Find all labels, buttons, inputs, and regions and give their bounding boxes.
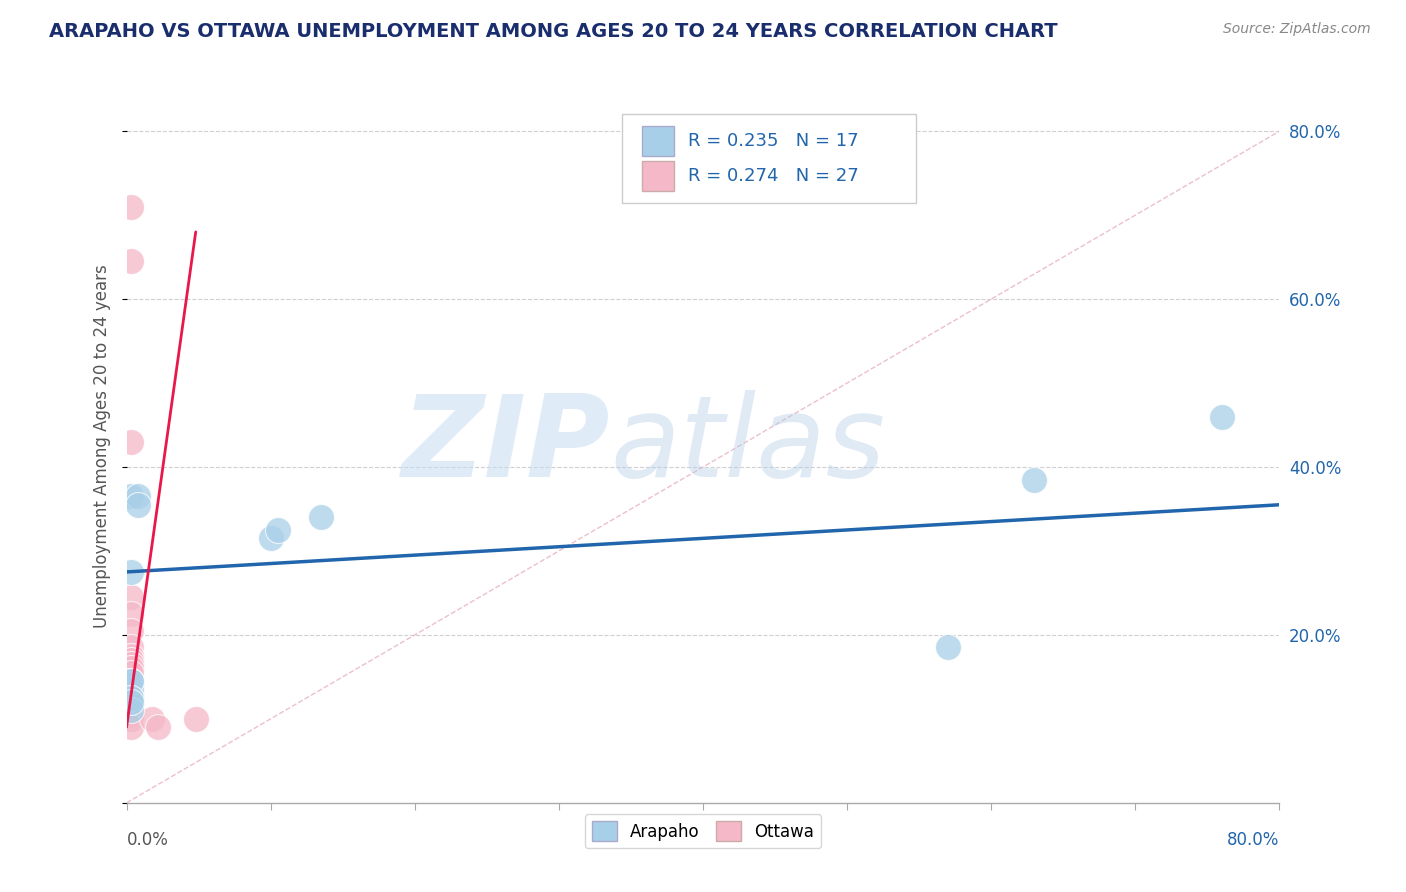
Text: R = 0.235   N = 17: R = 0.235 N = 17 bbox=[688, 132, 859, 150]
Text: 80.0%: 80.0% bbox=[1227, 831, 1279, 849]
Point bbox=[120, 640, 142, 655]
Point bbox=[120, 648, 142, 663]
Text: atlas: atlas bbox=[610, 391, 886, 501]
Point bbox=[120, 665, 142, 680]
Point bbox=[120, 690, 142, 705]
Point bbox=[120, 707, 142, 722]
Point bbox=[120, 699, 142, 714]
Point bbox=[120, 682, 142, 697]
Point bbox=[120, 695, 142, 709]
FancyBboxPatch shape bbox=[623, 114, 917, 203]
Point bbox=[936, 640, 959, 655]
Point bbox=[148, 720, 170, 734]
Point bbox=[120, 682, 142, 697]
Point bbox=[120, 690, 142, 705]
Point bbox=[1211, 409, 1233, 424]
Text: ZIP: ZIP bbox=[402, 391, 610, 501]
Point bbox=[120, 200, 142, 214]
Point bbox=[141, 712, 163, 726]
Point bbox=[120, 661, 142, 675]
Text: Source: ZipAtlas.com: Source: ZipAtlas.com bbox=[1223, 22, 1371, 37]
FancyBboxPatch shape bbox=[643, 161, 675, 191]
Point bbox=[120, 690, 142, 705]
Text: 0.0%: 0.0% bbox=[127, 831, 169, 849]
Point bbox=[120, 590, 142, 604]
Point bbox=[184, 712, 207, 726]
Point bbox=[1024, 473, 1046, 487]
Point bbox=[120, 434, 142, 449]
Point bbox=[309, 510, 332, 524]
Legend: Arapaho, Ottawa: Arapaho, Ottawa bbox=[585, 814, 821, 848]
Point bbox=[120, 703, 142, 717]
Point bbox=[267, 523, 290, 537]
Point bbox=[120, 489, 142, 503]
Point bbox=[120, 695, 142, 709]
Point bbox=[120, 674, 142, 689]
Point bbox=[120, 678, 142, 692]
Point bbox=[259, 532, 281, 546]
Text: R = 0.274   N = 27: R = 0.274 N = 27 bbox=[688, 168, 859, 186]
Point bbox=[120, 607, 142, 621]
Point bbox=[120, 674, 142, 689]
Point bbox=[120, 565, 142, 579]
Point bbox=[120, 674, 142, 689]
Point bbox=[120, 720, 142, 734]
Point bbox=[120, 624, 142, 638]
Point bbox=[120, 254, 142, 268]
Point bbox=[120, 687, 142, 701]
Point bbox=[127, 498, 149, 512]
FancyBboxPatch shape bbox=[643, 126, 675, 155]
Point bbox=[120, 653, 142, 667]
Text: ARAPAHO VS OTTAWA UNEMPLOYMENT AMONG AGES 20 TO 24 YEARS CORRELATION CHART: ARAPAHO VS OTTAWA UNEMPLOYMENT AMONG AGE… bbox=[49, 22, 1057, 41]
Point bbox=[120, 703, 142, 717]
Point bbox=[120, 699, 142, 714]
Y-axis label: Unemployment Among Ages 20 to 24 years: Unemployment Among Ages 20 to 24 years bbox=[93, 264, 111, 628]
Point bbox=[120, 712, 142, 726]
Point bbox=[127, 489, 149, 503]
Point bbox=[120, 657, 142, 672]
